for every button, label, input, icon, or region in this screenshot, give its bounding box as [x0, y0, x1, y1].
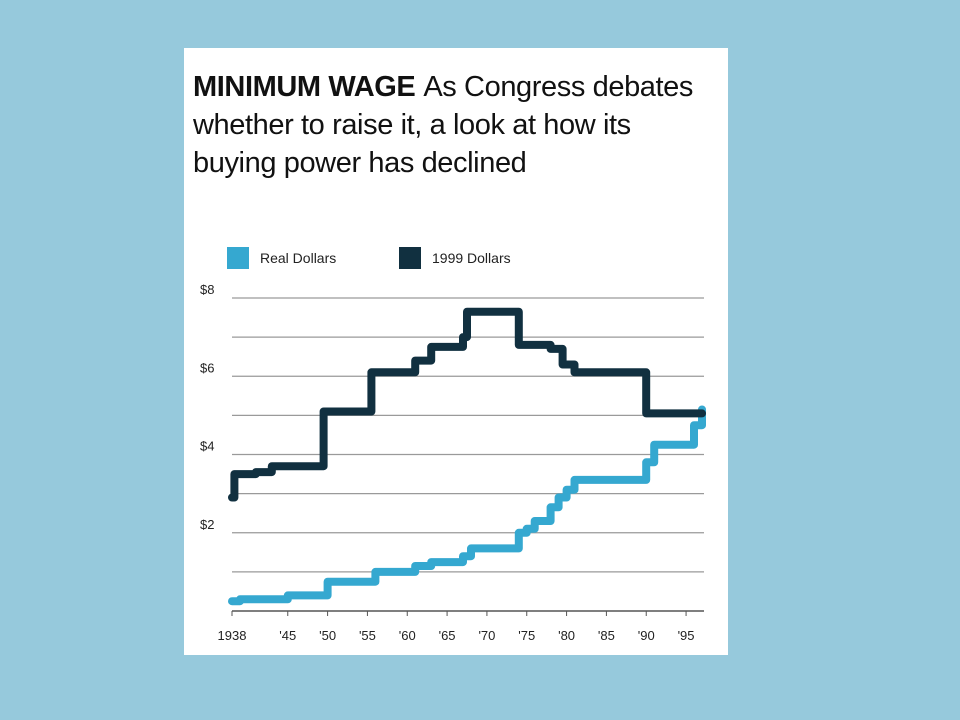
chart-title: MINIMUM WAGE As Congress debates whether …: [193, 68, 713, 182]
y-tick-label: $8: [200, 282, 214, 297]
x-tick-label: '70: [478, 628, 495, 643]
x-tick-label: '80: [558, 628, 575, 643]
chart-title-rest: As Congress debates whether to raise it,…: [193, 71, 694, 179]
x-tick-labels: 1938 '45 '50 '55 '60 '65 '70 '75 '80 '85 '90 '95: [218, 611, 695, 643]
series-lines: [228, 307, 706, 606]
x-tick-label: '45: [279, 628, 296, 643]
x-tick-label: '85: [598, 628, 615, 643]
x-tick-label: '95: [678, 628, 695, 643]
legend-label-1999-dollars: 1999 Dollars: [432, 250, 511, 266]
series-line-1999-dollars: [228, 307, 706, 502]
legend-label-real-dollars: Real Dollars: [260, 250, 337, 266]
x-tick-label: '75: [518, 628, 535, 643]
x-tick-label: '90: [638, 628, 655, 643]
x-tick-label: '65: [439, 628, 456, 643]
legend-item-real-dollars: Real Dollars: [227, 246, 336, 270]
chart-panel: MINIMUM WAGE As Congress debates whether …: [184, 48, 728, 655]
legend-swatch-real-dollars: [227, 247, 249, 269]
legend-item-1999-dollars: 1999 Dollars: [399, 246, 511, 270]
series-line-real-dollars: [228, 405, 706, 606]
line-chart: $2 $4 $6 $8 1938 '45 '50 '55 '60 '65 '70 '75 '80 '85…: [200, 282, 706, 643]
grid-lines: [232, 297, 704, 612]
x-tick-label: 1938: [218, 628, 247, 643]
y-tick-label: $4: [200, 439, 214, 454]
y-tick-label: $2: [200, 517, 214, 532]
chart-title-bold: MINIMUM WAGE: [193, 71, 416, 103]
y-tick-labels: $2 $4 $6 $8: [200, 282, 214, 532]
x-tick-label: '50: [319, 628, 336, 643]
legend-swatch-1999-dollars: [399, 247, 421, 269]
x-tick-label: '60: [399, 628, 416, 643]
x-tick-label: '55: [359, 628, 376, 643]
y-tick-label: $6: [200, 360, 214, 375]
